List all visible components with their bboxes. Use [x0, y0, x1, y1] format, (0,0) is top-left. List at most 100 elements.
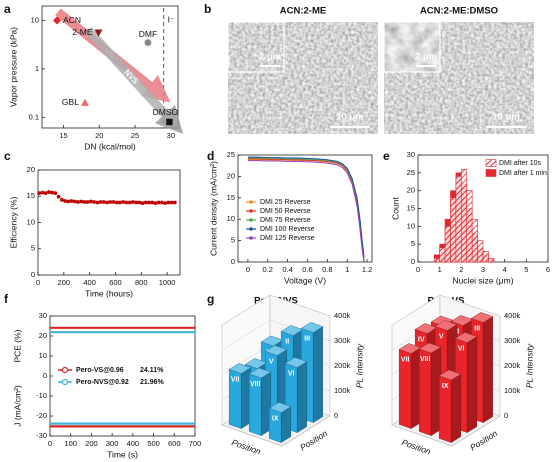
data-point [82, 200, 87, 204]
y-tick-label: 0 [31, 270, 35, 279]
data-point [92, 200, 97, 204]
y-tick-label: 0.1 [29, 112, 39, 121]
histogram-bar [433, 258, 440, 263]
bar-top [284, 357, 308, 368]
x-tick-label: 500 [147, 439, 160, 448]
data-point [89, 199, 93, 204]
bar-top [398, 343, 422, 354]
y-tick-label: 20 [407, 186, 415, 195]
data-point [79, 199, 84, 204]
y-axis-label: Current density (mA/cm²) [208, 161, 218, 256]
data-point [156, 200, 161, 205]
y-tick-label: 0 [231, 257, 235, 266]
histogram-bar [477, 240, 484, 263]
x-tick-label: 1000 [159, 278, 176, 287]
bar-top [418, 342, 442, 354]
x-tick-label: 3 [481, 265, 485, 274]
panel-label: b [204, 2, 211, 16]
legend-swatch [249, 236, 253, 240]
panel-label: f [4, 292, 9, 306]
inset-scale-label: 2 μm [415, 52, 437, 63]
bar-label: VIII [420, 356, 431, 363]
image-title: ACN:2-ME [280, 6, 326, 17]
sem-inset [228, 22, 284, 72]
y-tick-label: 30 [39, 311, 47, 320]
data-point [144, 39, 152, 47]
trend-arrow [84, 26, 184, 134]
x-tick-label: 400 [83, 278, 96, 287]
y-tick-label: 15 [227, 193, 235, 202]
data-point [85, 200, 90, 204]
x-tick-label: 1 [345, 265, 349, 274]
y-tick-label: 0 [411, 257, 415, 266]
bar-label: VI [458, 345, 465, 352]
x-tick-label: 15 [59, 131, 67, 140]
x-axis-label: Time (s) [107, 449, 138, 459]
bar-label: VIII [250, 381, 261, 388]
bar-top [248, 367, 272, 379]
y-axis-label: PCE (%) [12, 329, 22, 362]
y-tick-label: 15 [407, 203, 415, 212]
image-title: ACN:2-ME:DMSO [420, 6, 498, 17]
point-label: DMSO [153, 107, 179, 117]
z-axis-label: PL Intensity [524, 343, 534, 388]
histogram-bar [439, 247, 446, 263]
histogram-bar [471, 218, 478, 263]
data-point [134, 200, 138, 205]
bar-side [313, 326, 323, 423]
bar-side [451, 373, 461, 443]
bar-label: VII [401, 356, 410, 363]
y-tick-label: 1 [35, 64, 39, 73]
bar-3d [438, 369, 462, 443]
bar-label: IV [418, 336, 425, 343]
bar-top [264, 345, 288, 356]
x-tick-label: 600 [168, 439, 181, 448]
y-tick-label: 10 [227, 214, 235, 223]
x-tick-label: 30 [167, 131, 175, 140]
bar-side [483, 316, 493, 423]
data-point [56, 194, 61, 199]
x-tick-label: 800 [135, 278, 148, 287]
data-point [53, 191, 58, 195]
bar-top [228, 363, 252, 374]
y-tick-label: 5 [231, 236, 235, 245]
bar-label: IX [442, 383, 449, 390]
x-tick-label: 0.4 [282, 265, 292, 274]
legend-label: Pero-VS@0.96 [76, 367, 124, 374]
y-tick-label: 20 [227, 171, 235, 180]
bar-label: IX [272, 415, 279, 422]
bar-label: II [455, 328, 459, 335]
sem-inset [384, 22, 440, 72]
y-tick-label: 20 [27, 165, 35, 174]
data-point [66, 199, 71, 204]
y-tick-label: -10 [36, 391, 47, 400]
bar-label: VI [288, 370, 295, 377]
y-tick-label: -30 [36, 431, 47, 440]
y-tick-label: 10 [27, 217, 35, 226]
x-tick-label: 200 [58, 278, 71, 287]
point-label: 2-ME [72, 27, 93, 37]
x-tick-label: 25 [131, 131, 139, 140]
bar-top [434, 320, 458, 331]
legend-label: DMI 25 Reverse [260, 199, 311, 206]
legend-swatch [249, 209, 253, 213]
x-axis-label: Position [400, 437, 432, 457]
data-point [63, 199, 67, 203]
legend-label: DMI 100 Reverse [260, 226, 315, 233]
bar-label: III [304, 335, 310, 342]
data-point [94, 29, 103, 37]
plot-frame [37, 169, 181, 276]
data-point [47, 190, 51, 194]
point-label: ACN [63, 15, 81, 25]
bar-top [470, 312, 494, 323]
histogram-bar [488, 258, 495, 263]
panel-label: e [383, 149, 390, 163]
data-point [160, 200, 164, 205]
panel-label: d [207, 149, 214, 163]
x-tick-label: 300 [106, 439, 119, 448]
point-label: DMF [139, 29, 157, 39]
legend-swatch [485, 159, 497, 167]
legend-label: DMI after 10s [499, 160, 542, 167]
legend-swatch [485, 169, 497, 177]
